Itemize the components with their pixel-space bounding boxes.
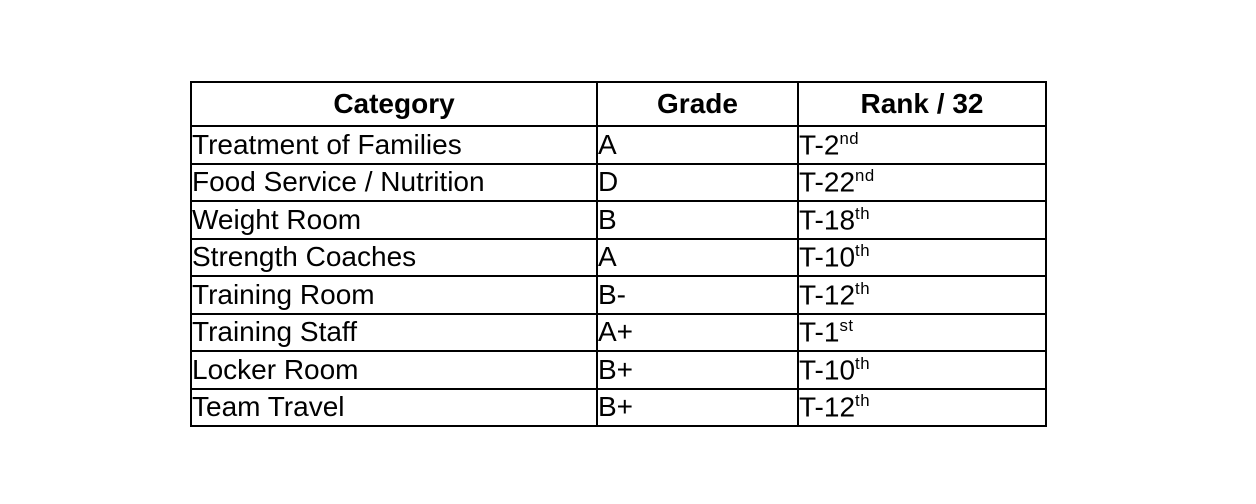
category-cell: Training Staff [190, 312, 598, 352]
grade-cell: A [596, 125, 799, 165]
rank-cell: T-12th [797, 275, 1047, 315]
category-cell: Food Service / Nutrition [190, 162, 598, 202]
grade-cell: B [596, 200, 799, 240]
category-cell: Treatment of Families [190, 125, 598, 165]
column-header-rank: Rank / 32 [797, 81, 1047, 127]
rank-ordinal-suffix: th [855, 241, 871, 261]
rank-cell: T-12th [797, 387, 1047, 427]
rank-ordinal-suffix: th [855, 353, 871, 373]
category-cell: Weight Room [190, 200, 598, 240]
grade-cell: B+ [596, 350, 799, 390]
grade-cell: A [596, 237, 799, 277]
grade-cell: A+ [596, 312, 799, 352]
rank-cell: T-18th [797, 200, 1047, 240]
grades-table: Category Grade Rank / 32 Treatment of Fa… [190, 81, 1047, 427]
rank-ordinal-suffix: nd [839, 128, 860, 148]
table-row: Weight Room B T-18th [190, 200, 1047, 240]
rank-value: T-12 [799, 391, 856, 423]
rank-value: T-10 [799, 241, 856, 273]
column-header-category: Category [190, 81, 598, 127]
column-header-grade: Grade [596, 81, 799, 127]
rank-cell: T-1st [797, 312, 1047, 352]
table-row: Locker Room B+ T-10th [190, 350, 1047, 390]
table-row: Team Travel B+ T-12th [190, 387, 1047, 427]
table-row: Training Room B- T-12th [190, 275, 1047, 315]
table-row: Treatment of Families A T-2nd [190, 125, 1047, 165]
category-cell: Strength Coaches [190, 237, 598, 277]
rank-value: T-1 [799, 316, 840, 348]
grade-cell: B- [596, 275, 799, 315]
rank-value: T-2 [799, 128, 840, 160]
rank-ordinal-suffix: nd [855, 166, 875, 186]
rank-cell: T-22nd [797, 162, 1047, 202]
table-header-row: Category Grade Rank / 32 [190, 81, 1047, 127]
rank-cell: T-2nd [797, 125, 1047, 165]
rank-cell: T-10th [797, 237, 1047, 277]
rank-cell: T-10th [797, 350, 1047, 390]
table-row: Training Staff A+ T-1st [190, 312, 1047, 352]
category-cell: Team Travel [190, 387, 598, 427]
rank-value: T-18 [799, 203, 856, 235]
rank-ordinal-suffix: th [855, 203, 871, 223]
table-row: Food Service / Nutrition D T-22nd [190, 162, 1047, 202]
rank-value: T-12 [799, 278, 856, 310]
grade-cell: B+ [596, 387, 799, 427]
rank-ordinal-suffix: th [855, 278, 871, 298]
table-row: Strength Coaches A T-10th [190, 237, 1047, 277]
rank-ordinal-suffix: st [839, 316, 854, 336]
rank-value: T-10 [799, 353, 856, 385]
rank-value: T-22 [799, 166, 856, 198]
category-cell: Locker Room [190, 350, 598, 390]
category-cell: Training Room [190, 275, 598, 315]
rank-ordinal-suffix: th [855, 391, 871, 411]
grade-cell: D [596, 162, 799, 202]
